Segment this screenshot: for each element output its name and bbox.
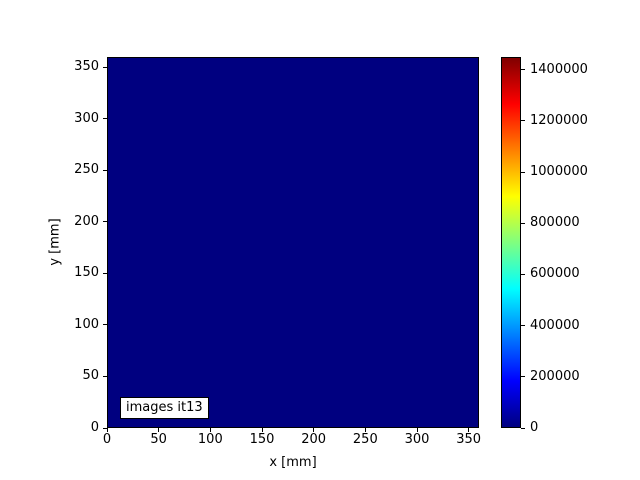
heatmap-plot: images it13: [107, 57, 479, 428]
colorbar-tick-label: 1000000: [530, 164, 588, 180]
x-tick: [209, 428, 211, 432]
x-tick: [261, 428, 263, 432]
x-tick-label: 200: [301, 432, 327, 447]
annotation-box: images it13: [120, 397, 209, 419]
y-tick: [103, 272, 107, 274]
colorbar-tick: [521, 69, 525, 71]
colorbar-tick: [521, 273, 525, 275]
y-tick-label: 300: [74, 110, 99, 126]
colorbar-tick: [521, 376, 525, 378]
y-tick-label: 350: [74, 59, 99, 75]
y-axis-label: y [mm]: [47, 218, 63, 266]
x-tick: [416, 428, 418, 432]
y-tick-label: 0: [90, 420, 99, 435]
y-tick: [103, 169, 107, 171]
annotation-text: images it13: [126, 400, 203, 415]
x-axis-label: x [mm]: [269, 455, 317, 470]
colorbar-tick: [521, 171, 525, 173]
x-tick: [313, 428, 315, 432]
y-tick: [103, 221, 107, 223]
colorbar-tick: [521, 325, 525, 327]
x-tick: [468, 428, 470, 432]
colorbar-tick-label: 1200000: [530, 112, 588, 128]
y-tick-label: 100: [74, 316, 99, 332]
y-tick-label: 250: [74, 162, 99, 178]
colorbar-tick-label: 0: [530, 420, 539, 435]
colorbar-tick-label: 400000: [530, 317, 580, 333]
x-tick-label: 150: [249, 432, 275, 447]
y-tick: [103, 324, 107, 326]
x-tick-label: 0: [102, 432, 112, 447]
colorbar-tick-label: 200000: [530, 368, 580, 384]
colorbar-tick-label: 1400000: [530, 61, 588, 77]
y-tick: [103, 375, 107, 377]
colorbar-tick-label: 600000: [530, 266, 580, 282]
x-tick-label: 300: [404, 432, 430, 447]
y-tick-label: 200: [74, 213, 99, 229]
x-tick-label: 50: [150, 432, 167, 447]
colorbar: [501, 57, 521, 428]
colorbar-tick-label: 800000: [530, 215, 580, 231]
x-tick: [106, 428, 108, 432]
x-tick-label: 250: [352, 432, 378, 447]
x-tick-label: 100: [197, 432, 223, 447]
y-tick-label: 50: [82, 368, 99, 384]
y-tick: [103, 427, 107, 429]
colorbar-tick: [521, 120, 525, 122]
colorbar-tick: [521, 222, 525, 224]
x-tick-label: 350: [456, 432, 482, 447]
y-tick-label: 150: [74, 265, 99, 281]
y-tick: [103, 118, 107, 120]
x-tick: [364, 428, 366, 432]
y-tick: [103, 66, 107, 68]
colorbar-tick: [521, 427, 525, 429]
x-tick: [158, 428, 160, 432]
